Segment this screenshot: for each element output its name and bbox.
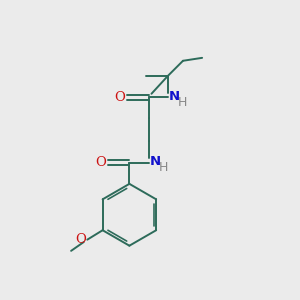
Text: O: O [95, 156, 106, 169]
Text: H: H [178, 96, 187, 109]
Text: H: H [158, 161, 168, 175]
Text: N: N [169, 90, 180, 103]
Text: N: N [150, 155, 161, 168]
Text: O: O [114, 91, 125, 104]
Text: O: O [75, 233, 86, 246]
